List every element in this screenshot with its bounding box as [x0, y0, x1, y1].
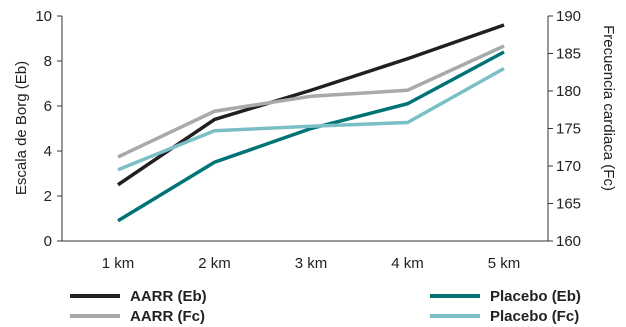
right-tick-label: 165 [556, 196, 581, 213]
right-tick-label: 170 [556, 158, 581, 175]
series-line-0 [117, 23, 505, 187]
legend-swatch-aarr-eb [70, 294, 120, 298]
legend-swatch-placebo-eb [430, 294, 480, 298]
legend-label-aarr-eb: AARR (Eb) [130, 287, 207, 305]
legend-left: AARR (Eb) AARR (Fc) [70, 286, 207, 326]
x-tick-label: 1 km [102, 255, 135, 272]
x-tick-label: 5 km [488, 255, 521, 272]
legend-right: Placebo (Eb) Placebo (Fc) [430, 286, 581, 326]
axes [61, 16, 549, 242]
legend-item-placebo-fc: Placebo (Fc) [430, 306, 581, 326]
left-axis-title: Escala de Borg (Eb) [13, 61, 30, 195]
x-tick-label: 3 km [295, 255, 328, 272]
series-line-2 [117, 50, 505, 223]
left-tick-label: 2 [44, 188, 52, 205]
legend-label-placebo-eb: Placebo (Eb) [490, 287, 581, 305]
right-tick-label: 175 [556, 121, 581, 138]
right-axis-title: Frecuencia cardiaca (Fc) [600, 25, 617, 191]
legend-label-aarr-fc: AARR (Fc) [130, 307, 205, 325]
x-tick-label: 2 km [198, 255, 231, 272]
left-tick-label: 6 [44, 98, 52, 115]
right-tick-label: 180 [556, 83, 581, 100]
left-axis-ticks: 0 2 4 6 8 10 [35, 8, 62, 250]
right-tick-label: 160 [556, 233, 581, 250]
legend-item-aarr-eb: AARR (Eb) [70, 286, 207, 306]
series-lines [117, 23, 505, 223]
right-axis-ticks: 160 165 170 175 180 185 190 [548, 8, 581, 250]
legend-item-placebo-eb: Placebo (Eb) [430, 286, 581, 306]
left-tick-label: 4 [44, 143, 52, 160]
right-tick-label: 190 [556, 8, 581, 25]
left-tick-label: 10 [35, 8, 52, 25]
x-axis-ticks: 1 km 2 km 3 km 4 km 5 km [102, 255, 521, 272]
right-tick-label: 185 [556, 46, 581, 63]
legend-label-placebo-fc: Placebo (Fc) [490, 307, 580, 325]
left-tick-label: 0 [44, 233, 52, 250]
legend-item-aarr-fc: AARR (Fc) [70, 306, 207, 326]
legend-swatch-placebo-fc [430, 314, 480, 318]
x-tick-label: 4 km [391, 255, 424, 272]
legend-swatch-aarr-fc [70, 314, 120, 318]
left-tick-label: 8 [44, 53, 52, 70]
